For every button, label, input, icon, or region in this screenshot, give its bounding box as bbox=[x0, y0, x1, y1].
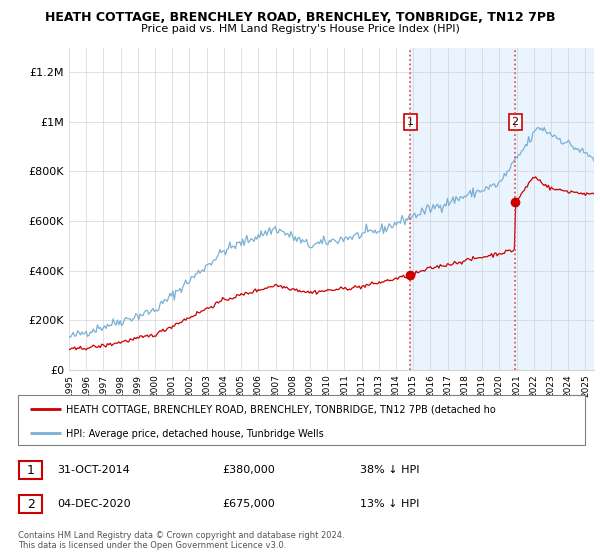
Text: 2: 2 bbox=[26, 497, 35, 511]
Text: Contains HM Land Registry data © Crown copyright and database right 2024.
This d: Contains HM Land Registry data © Crown c… bbox=[18, 531, 344, 550]
Text: HPI: Average price, detached house, Tunbridge Wells: HPI: Average price, detached house, Tunb… bbox=[66, 428, 324, 438]
Text: 04-DEC-2020: 04-DEC-2020 bbox=[57, 499, 131, 509]
Text: Price paid vs. HM Land Registry's House Price Index (HPI): Price paid vs. HM Land Registry's House … bbox=[140, 24, 460, 34]
Text: 2: 2 bbox=[512, 117, 519, 127]
Text: 38% ↓ HPI: 38% ↓ HPI bbox=[360, 465, 419, 475]
Text: 31-OCT-2014: 31-OCT-2014 bbox=[57, 465, 130, 475]
Text: 13% ↓ HPI: 13% ↓ HPI bbox=[360, 499, 419, 509]
Text: 1: 1 bbox=[26, 464, 35, 477]
Bar bbox=[410, 48, 594, 370]
Text: 1: 1 bbox=[407, 117, 414, 127]
Text: HEATH COTTAGE, BRENCHLEY ROAD, BRENCHLEY, TONBRIDGE, TN12 7PB: HEATH COTTAGE, BRENCHLEY ROAD, BRENCHLEY… bbox=[45, 11, 555, 24]
Text: HEATH COTTAGE, BRENCHLEY ROAD, BRENCHLEY, TONBRIDGE, TN12 7PB (detached ho: HEATH COTTAGE, BRENCHLEY ROAD, BRENCHLEY… bbox=[66, 405, 496, 415]
Text: £380,000: £380,000 bbox=[222, 465, 275, 475]
Text: £675,000: £675,000 bbox=[222, 499, 275, 509]
